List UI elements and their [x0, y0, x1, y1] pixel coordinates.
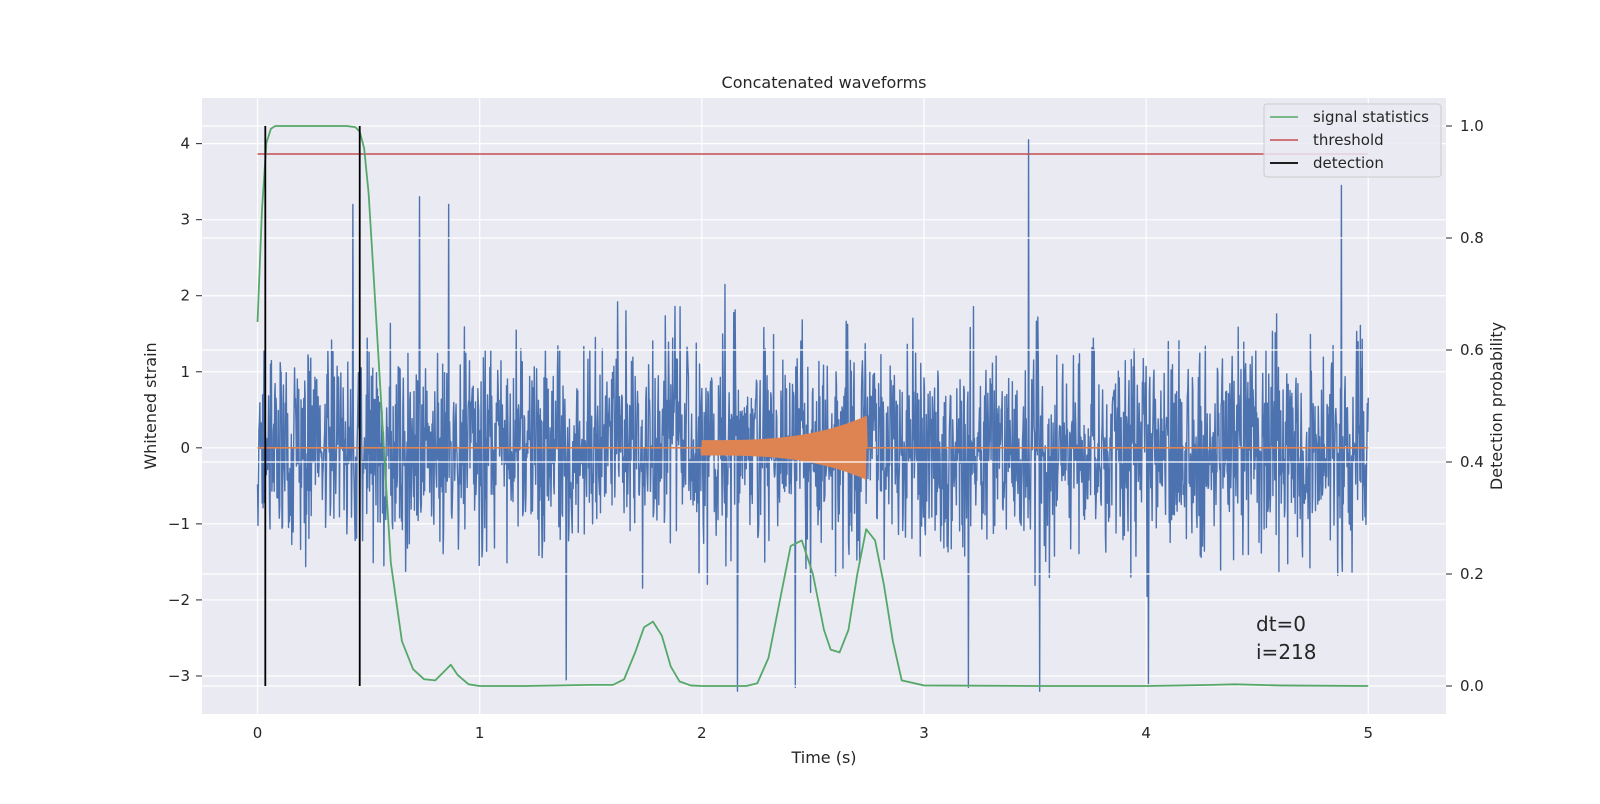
strain-series — [256, 139, 1369, 692]
x-tick-label: 4 — [1141, 724, 1151, 742]
right-tick-label: 0.4 — [1460, 453, 1484, 471]
legend-label-threshold: threshold — [1313, 131, 1384, 149]
y-tick-label: 1 — [180, 363, 190, 381]
y-tick-label: 4 — [180, 135, 190, 153]
annotation-dt: dt=0 — [1256, 612, 1306, 636]
right-grid — [202, 125, 1446, 687]
statistics-line — [256, 125, 1369, 687]
y-tick-label: −3 — [168, 667, 190, 685]
x-tick-label: 1 — [475, 724, 485, 742]
right-tick-label: 0.0 — [1460, 677, 1484, 695]
x-tick-label: 3 — [919, 724, 929, 742]
y-tick-label: 2 — [180, 287, 190, 305]
right-axis-label: Detection probability — [1487, 322, 1506, 490]
injection-line — [257, 415, 1369, 480]
x-tick-label: 0 — [253, 724, 263, 742]
y-tick-label: −1 — [168, 515, 190, 533]
y-axis-ticks: −3 −2 −1 0 1 2 3 4 — [168, 135, 202, 685]
statistics-series — [256, 125, 1369, 687]
right-tick-label: 0.6 — [1460, 341, 1484, 359]
right-tick-label: 0.8 — [1460, 229, 1484, 247]
chart-title: Concatenated waveforms — [722, 73, 927, 92]
y-axis-label: Whitened strain — [141, 342, 160, 469]
legend-box — [1263, 103, 1442, 178]
y-tick-label: −2 — [168, 591, 190, 609]
annotation-index: i=218 — [1256, 640, 1317, 664]
injection-series — [257, 415, 1369, 480]
x-tick-label: 2 — [697, 724, 707, 742]
right-tick-label: 1.0 — [1460, 117, 1484, 135]
legend-label-detection: detection — [1313, 154, 1384, 172]
right-tick-label: 0.2 — [1460, 565, 1484, 583]
strain-line — [256, 139, 1369, 692]
y-tick-label: 3 — [180, 211, 190, 229]
x-axis-label: Time (s) — [790, 748, 856, 767]
legend: signal statistics threshold detection — [1263, 103, 1442, 178]
x-tick-label: 5 — [1363, 724, 1373, 742]
legend-label-statistics: signal statistics — [1313, 108, 1429, 126]
x-axis-ticks: 0 1 2 3 4 5 — [253, 724, 1373, 742]
y-tick-label: 0 — [180, 439, 190, 457]
right-axis-ticks: 0.0 0.2 0.4 0.6 0.8 1.0 — [1446, 117, 1484, 695]
